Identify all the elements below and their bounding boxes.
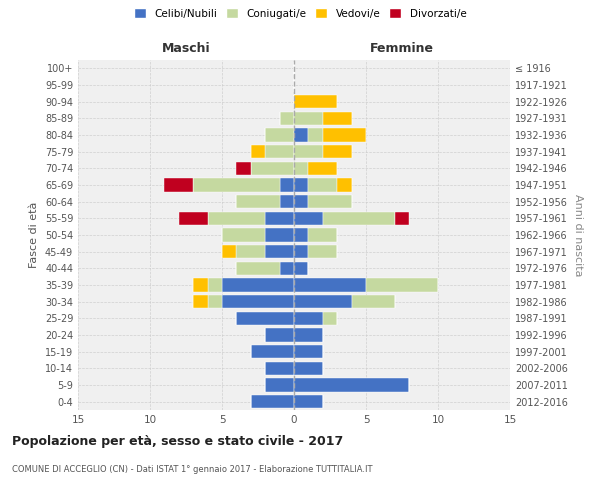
Bar bbox=[265, 362, 294, 375]
Bar bbox=[294, 195, 308, 208]
Bar bbox=[265, 328, 294, 342]
Bar bbox=[236, 312, 294, 325]
Bar bbox=[251, 162, 294, 175]
Bar bbox=[265, 128, 294, 141]
Bar bbox=[265, 378, 294, 392]
Bar bbox=[251, 145, 265, 158]
Bar bbox=[236, 245, 265, 258]
Bar bbox=[280, 195, 294, 208]
Bar bbox=[294, 328, 323, 342]
Bar bbox=[294, 112, 323, 125]
Bar bbox=[208, 212, 265, 225]
Bar bbox=[294, 262, 308, 275]
Bar bbox=[179, 212, 208, 225]
Legend: Celibi/Nubili, Coniugati/e, Vedovi/e, Divorzati/e: Celibi/Nubili, Coniugati/e, Vedovi/e, Di… bbox=[131, 5, 469, 21]
Bar bbox=[193, 178, 280, 192]
Bar bbox=[294, 312, 323, 325]
Bar bbox=[323, 212, 395, 225]
Bar bbox=[265, 145, 294, 158]
Bar bbox=[265, 228, 294, 241]
Bar bbox=[222, 228, 265, 241]
Y-axis label: Fasce di età: Fasce di età bbox=[29, 202, 39, 268]
Bar bbox=[280, 112, 294, 125]
Text: Popolazione per età, sesso e stato civile - 2017: Popolazione per età, sesso e stato civil… bbox=[12, 435, 343, 448]
Bar bbox=[308, 162, 337, 175]
Bar bbox=[236, 195, 280, 208]
Bar bbox=[236, 162, 251, 175]
Bar bbox=[294, 362, 323, 375]
Bar bbox=[280, 178, 294, 192]
Bar bbox=[308, 178, 337, 192]
Bar bbox=[294, 345, 323, 358]
Bar bbox=[222, 278, 294, 291]
Bar bbox=[222, 245, 236, 258]
Bar bbox=[208, 295, 222, 308]
Bar bbox=[294, 95, 337, 108]
Bar bbox=[395, 212, 409, 225]
Bar bbox=[294, 128, 308, 141]
Text: COMUNE DI ACCEGLIO (CN) - Dati ISTAT 1° gennaio 2017 - Elaborazione TUTTITALIA.I: COMUNE DI ACCEGLIO (CN) - Dati ISTAT 1° … bbox=[12, 465, 373, 474]
Bar bbox=[323, 112, 352, 125]
Bar bbox=[222, 295, 294, 308]
Bar bbox=[294, 278, 366, 291]
Bar bbox=[193, 295, 208, 308]
Bar bbox=[294, 228, 308, 241]
Bar bbox=[208, 278, 222, 291]
Bar bbox=[251, 345, 294, 358]
Bar bbox=[323, 128, 366, 141]
Bar bbox=[308, 228, 337, 241]
Bar bbox=[265, 212, 294, 225]
Bar bbox=[308, 128, 323, 141]
Bar bbox=[294, 178, 308, 192]
Bar bbox=[294, 295, 352, 308]
Bar bbox=[294, 245, 308, 258]
Bar bbox=[280, 262, 294, 275]
Bar bbox=[352, 295, 395, 308]
Text: Femmine: Femmine bbox=[370, 42, 434, 55]
Bar bbox=[308, 195, 352, 208]
Bar bbox=[308, 245, 337, 258]
Bar bbox=[323, 145, 352, 158]
Bar bbox=[323, 312, 337, 325]
Text: Maschi: Maschi bbox=[161, 42, 211, 55]
Bar bbox=[265, 245, 294, 258]
Bar bbox=[164, 178, 193, 192]
Bar bbox=[294, 378, 409, 392]
Bar bbox=[294, 212, 323, 225]
Bar bbox=[236, 262, 280, 275]
Bar bbox=[337, 178, 352, 192]
Y-axis label: Anni di nascita: Anni di nascita bbox=[573, 194, 583, 276]
Bar bbox=[294, 162, 308, 175]
Bar bbox=[193, 278, 208, 291]
Bar bbox=[251, 395, 294, 408]
Bar bbox=[294, 395, 323, 408]
Bar bbox=[366, 278, 438, 291]
Bar bbox=[294, 145, 323, 158]
